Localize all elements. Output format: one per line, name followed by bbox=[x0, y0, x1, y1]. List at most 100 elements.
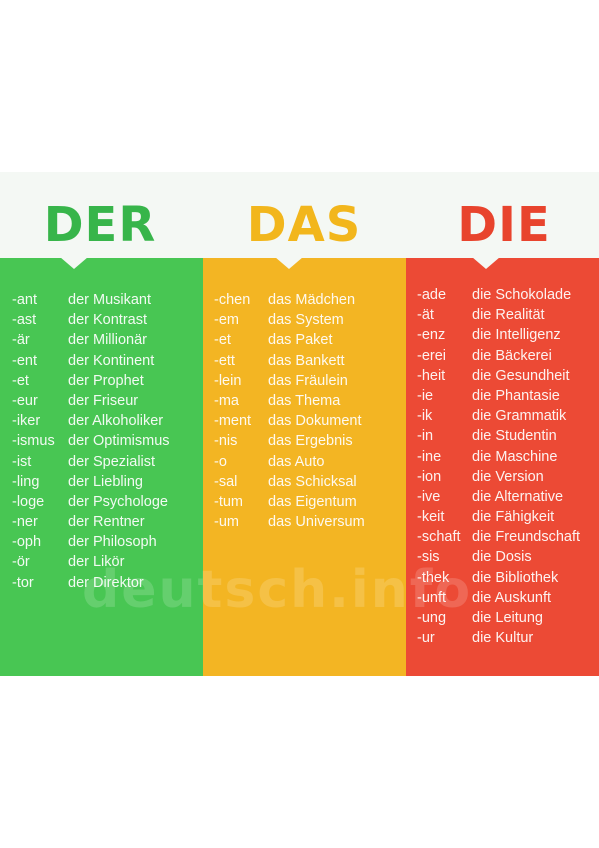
list-item: -keit die Fähigkeit bbox=[406, 507, 599, 527]
list-item: -ent der Kontinent bbox=[0, 351, 203, 371]
example-word: die Studentin bbox=[472, 428, 557, 445]
example-word: die Dosis bbox=[472, 549, 532, 566]
example-word: das Eigentum bbox=[268, 493, 357, 510]
example-word: die Fähigkeit bbox=[472, 509, 555, 526]
suffix-label: -em bbox=[214, 312, 239, 329]
die-list: -ade die Schokolade -ät die Realität -enz die… bbox=[406, 285, 599, 648]
example-word: der Kontinent bbox=[68, 352, 155, 369]
suffix-label: -o bbox=[214, 453, 227, 470]
list-item: -ine die Maschine bbox=[406, 447, 599, 467]
list-item: -ive die Alternative bbox=[406, 487, 599, 507]
example-word: der Kontrast bbox=[68, 312, 147, 329]
list-item: -tum das Eigentum bbox=[203, 492, 406, 512]
list-item: -loge der Psychologe bbox=[0, 492, 203, 512]
list-item: -erei die Bäckerei bbox=[406, 346, 599, 366]
example-word: der Spezialist bbox=[68, 453, 156, 470]
suffix-label: -tum bbox=[214, 493, 243, 510]
suffix-label: -ion bbox=[417, 468, 442, 485]
example-word: die Gesundheit bbox=[472, 367, 570, 384]
example-word: der Musikant bbox=[68, 292, 152, 308]
example-word: der Friseur bbox=[68, 392, 139, 409]
suffix-label: -ant bbox=[12, 292, 37, 308]
list-item: -ist der Spezialist bbox=[0, 452, 203, 472]
list-item: -ade die Schokolade bbox=[406, 285, 599, 305]
example-word: die Alternative bbox=[472, 488, 564, 505]
die-column: -ade die Schokolade -ät die Realität -enz die… bbox=[406, 257, 599, 676]
suffix-label: -ast bbox=[12, 312, 37, 329]
suffix-label: -ur bbox=[417, 630, 435, 647]
suffix-label: -schaft bbox=[417, 529, 461, 546]
das-column: -chen das Mädchen -em das System -et das Pake… bbox=[203, 257, 406, 676]
suffix-label: -in bbox=[417, 428, 434, 445]
suffix-label: -chen bbox=[214, 292, 251, 308]
list-item: -ur die Kultur bbox=[406, 628, 599, 648]
list-item: -eur der Friseur bbox=[0, 391, 203, 411]
suffix-label: -nis bbox=[214, 433, 238, 450]
list-item: -em das System bbox=[203, 310, 406, 330]
suffix-label: -heit bbox=[417, 367, 446, 384]
suffix-label: -oph bbox=[12, 534, 42, 551]
suffix-label: -ive bbox=[417, 488, 441, 505]
suffix-label: -ik bbox=[417, 408, 433, 425]
example-word: die Schokolade bbox=[472, 287, 572, 303]
suffix-label: -ung bbox=[417, 610, 447, 626]
suffix-label: -tor bbox=[12, 574, 34, 591]
list-item: -ma das Thema bbox=[203, 391, 406, 411]
suffix-label: -thek bbox=[417, 569, 450, 586]
header-band bbox=[0, 172, 599, 258]
example-word: das Universum bbox=[268, 514, 365, 531]
suffix-label: -erei bbox=[417, 347, 447, 364]
der-column: -ant der Musikant -ast der Kontrast -är der M… bbox=[0, 257, 203, 676]
example-word: die Bibliothek bbox=[472, 569, 559, 586]
suffix-label: -ät bbox=[417, 307, 434, 324]
list-item: -o das Auto bbox=[203, 452, 406, 472]
example-word: der Optimismus bbox=[68, 433, 170, 450]
example-word: die Kultur bbox=[472, 630, 534, 647]
example-word: die Realität bbox=[472, 307, 545, 324]
suffix-label: -lein bbox=[214, 372, 242, 389]
suffix-label: -keit bbox=[417, 509, 445, 526]
column-notch bbox=[60, 257, 88, 269]
example-word: die Maschine bbox=[472, 448, 558, 465]
suffix-label: -loge bbox=[12, 493, 45, 510]
example-word: der Rentner bbox=[68, 514, 145, 531]
example-word: die Grammatik bbox=[472, 408, 567, 425]
suffix-label: -et bbox=[214, 332, 231, 349]
list-item: -ett das Bankett bbox=[203, 351, 406, 371]
suffix-label: -ist bbox=[12, 453, 32, 470]
list-item: -sis die Dosis bbox=[406, 547, 599, 567]
list-item: -schaft die Freundschaft bbox=[406, 527, 599, 547]
suffix-label: -ett bbox=[214, 352, 235, 369]
example-word: das Mädchen bbox=[268, 292, 356, 308]
example-word: die Version bbox=[472, 468, 544, 485]
list-item: -heit die Gesundheit bbox=[406, 366, 599, 386]
suffix-label: -ismus bbox=[12, 433, 55, 450]
example-word: das Fräulein bbox=[268, 372, 348, 389]
list-item: -ast der Kontrast bbox=[0, 310, 203, 330]
example-word: das Thema bbox=[268, 392, 341, 409]
suffix-label: -sal bbox=[214, 473, 238, 490]
example-word: das Ergebnis bbox=[268, 433, 353, 450]
example-word: der Psychologe bbox=[68, 493, 168, 510]
example-word: das Schicksal bbox=[268, 473, 357, 490]
example-word: das Auto bbox=[268, 453, 325, 470]
list-item: -in die Studentin bbox=[406, 426, 599, 446]
heading-der: DER bbox=[43, 197, 157, 253]
example-word: die Bäckerei bbox=[472, 347, 552, 364]
list-item: -lein das Fräulein bbox=[203, 371, 406, 391]
suffix-label: -ling bbox=[12, 473, 40, 490]
example-word: das Dokument bbox=[268, 413, 362, 430]
suffix-label: -ment bbox=[214, 413, 252, 430]
example-word: das Bankett bbox=[268, 352, 345, 369]
suffix-label: -är bbox=[12, 332, 30, 349]
list-item: -ör der Likör bbox=[0, 552, 203, 572]
der-list: -ant der Musikant -ast der Kontrast -är der M… bbox=[0, 290, 203, 593]
suffix-label: -ie bbox=[417, 387, 434, 404]
list-item: -ant der Musikant bbox=[0, 290, 203, 310]
list-item: -et das Paket bbox=[203, 330, 406, 350]
example-word: die Leitung bbox=[472, 610, 543, 626]
suffix-label: -ade bbox=[417, 287, 447, 303]
list-item: -chen das Mädchen bbox=[203, 290, 406, 310]
list-item: -ismus der Optimismus bbox=[0, 431, 203, 451]
example-word: die Phantasie bbox=[472, 387, 560, 404]
